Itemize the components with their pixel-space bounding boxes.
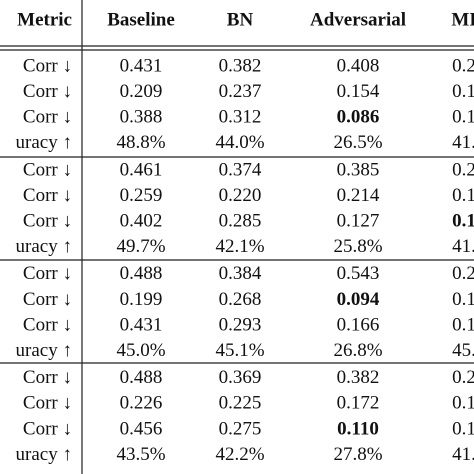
row-label: Corr ↓ (23, 393, 72, 414)
cell: 0.408 (337, 55, 380, 76)
cell: 0.2 (452, 263, 474, 284)
row-label: Corr ↓ (23, 81, 72, 102)
row-label: Corr ↓ (23, 185, 72, 206)
cell: 0.127 (337, 210, 380, 231)
row-label: Corr ↓ (23, 159, 72, 180)
row-label: uracy ↑ (16, 444, 72, 465)
cell: 0.374 (219, 159, 262, 180)
row-label: Corr ↓ (23, 210, 72, 231)
cell: 0.1 (452, 393, 474, 414)
cell: 26.5% (333, 132, 382, 153)
cell: 0.220 (219, 185, 262, 206)
cell: 0.172 (337, 393, 380, 414)
cell: 0.382 (219, 55, 262, 76)
cell: 0.268 (219, 289, 262, 310)
column-header: Metric (17, 9, 72, 30)
cell: 0.226 (120, 393, 163, 414)
cell: 0.2 (452, 159, 474, 180)
cell: 0.1 (452, 81, 474, 102)
cell: 0.382 (337, 367, 380, 388)
cell: 0.1 (452, 185, 474, 206)
cell: 26.8% (333, 340, 382, 361)
cell: 45. (452, 340, 474, 361)
cell: 0.110 (337, 418, 379, 439)
cell: 0.285 (219, 210, 262, 231)
cell: 45.1% (215, 340, 264, 361)
cell: 0.2 (452, 367, 474, 388)
cell: 0.2 (452, 55, 474, 76)
row-label: Corr ↓ (23, 418, 72, 439)
column-header: Adversarial (310, 9, 406, 30)
cell: 41. (452, 444, 474, 465)
cell: 0.275 (219, 418, 262, 439)
cell: 0.543 (337, 263, 380, 284)
cell: 0.214 (337, 185, 380, 206)
cell: 42.2% (215, 444, 264, 465)
column-header: MI (451, 9, 474, 30)
row-label: Corr ↓ (23, 55, 72, 76)
cell: 0.225 (219, 393, 262, 414)
row-label: Corr ↓ (23, 107, 72, 128)
cell: 0.1 (452, 314, 474, 335)
cell: 0.166 (337, 314, 380, 335)
cell: 0.385 (337, 159, 380, 180)
cell: 43.5% (116, 444, 165, 465)
cell: 41. (452, 236, 474, 257)
cell: 0.1 (452, 210, 474, 231)
row-label: uracy ↑ (16, 340, 72, 361)
column-header: BN (227, 9, 254, 30)
cell: 0.154 (337, 81, 380, 102)
cell: 48.8% (116, 132, 165, 153)
cell: 0.086 (337, 107, 380, 128)
row-label: Corr ↓ (23, 263, 72, 284)
cell: 0.388 (120, 107, 163, 128)
cell: 0.488 (120, 263, 163, 284)
cell: 0.461 (120, 159, 163, 180)
cell: 0.199 (120, 289, 163, 310)
cell: 0.094 (337, 289, 380, 310)
cell: 0.488 (120, 367, 163, 388)
row-label: uracy ↑ (16, 132, 72, 153)
cell: 0.431 (120, 55, 163, 76)
row-label: Corr ↓ (23, 314, 72, 335)
cell: 0.293 (219, 314, 262, 335)
cell: 0.431 (120, 314, 163, 335)
cell: 0.312 (219, 107, 262, 128)
cell: 42.1% (215, 236, 264, 257)
cell: 0.237 (219, 81, 262, 102)
cell: 0.209 (120, 81, 163, 102)
row-label: Corr ↓ (23, 289, 72, 310)
row-label: uracy ↑ (16, 236, 72, 257)
cell: 0.1 (452, 107, 474, 128)
cell: 25.8% (333, 236, 382, 257)
cell: 41. (452, 132, 474, 153)
row-label: Corr ↓ (23, 367, 72, 388)
cell: 0.456 (120, 418, 163, 439)
cell: 44.0% (215, 132, 264, 153)
cell: 0.384 (219, 263, 262, 284)
cell: 0.1 (452, 418, 474, 439)
cell: 0.402 (120, 210, 163, 231)
cell: 0.259 (120, 185, 163, 206)
cell: 27.8% (333, 444, 382, 465)
cell: 49.7% (116, 236, 165, 257)
cell: 0.369 (219, 367, 262, 388)
cell: 0.1 (452, 289, 474, 310)
cell: 45.0% (116, 340, 165, 361)
column-header: Baseline (107, 9, 175, 30)
